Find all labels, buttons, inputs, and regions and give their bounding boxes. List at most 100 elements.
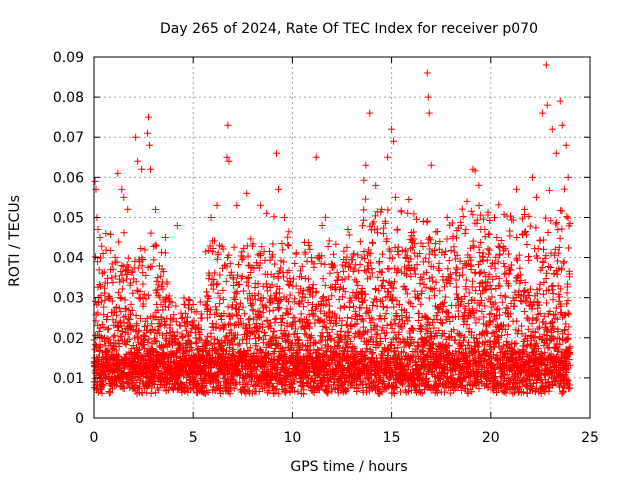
data-point <box>145 335 153 343</box>
data-point <box>496 282 504 290</box>
data-point <box>335 296 343 304</box>
data-point <box>479 249 487 257</box>
data-point <box>432 312 440 320</box>
data-point <box>543 269 551 277</box>
data-point <box>344 327 352 335</box>
data-point <box>255 328 263 336</box>
data-point <box>258 243 266 251</box>
data-point <box>142 272 150 280</box>
data-point <box>371 295 379 303</box>
data-point <box>143 314 151 322</box>
data-point <box>355 312 363 320</box>
data-point <box>204 246 212 254</box>
data-point <box>464 389 472 397</box>
data-point <box>368 385 376 393</box>
data-point <box>222 277 230 285</box>
data-point <box>143 389 151 397</box>
data-point <box>541 349 549 357</box>
data-point <box>417 334 425 342</box>
data-point <box>194 325 202 333</box>
data-point <box>118 262 126 270</box>
data-point <box>123 271 131 279</box>
data-point <box>111 272 119 280</box>
data-point <box>418 275 426 283</box>
data-point <box>468 305 476 313</box>
data-point <box>361 296 369 304</box>
data-point <box>393 297 401 305</box>
data-point <box>460 292 468 300</box>
data-point <box>109 333 117 341</box>
data-point <box>440 283 448 291</box>
data-point <box>455 356 463 364</box>
data-point <box>256 308 264 316</box>
data-point <box>435 266 443 274</box>
data-point <box>139 300 147 308</box>
data-point <box>147 229 155 237</box>
data-point <box>519 215 527 223</box>
data-point <box>540 312 548 320</box>
data-point <box>256 251 264 259</box>
data-point <box>518 330 526 338</box>
data-point <box>465 300 473 308</box>
data-point <box>537 389 545 397</box>
data-point <box>334 341 342 349</box>
data-point <box>328 325 336 333</box>
data-point <box>435 326 443 334</box>
data-point <box>116 293 124 301</box>
data-point <box>403 290 411 298</box>
data-point <box>416 279 424 287</box>
data-point <box>360 247 368 255</box>
data-point <box>478 307 486 315</box>
data-point <box>119 277 127 285</box>
data-point <box>324 242 332 250</box>
data-point <box>291 295 299 303</box>
data-point <box>150 256 158 264</box>
data-point <box>285 228 293 236</box>
data-point <box>136 382 144 390</box>
data-point <box>406 267 414 275</box>
data-point <box>374 330 382 338</box>
data-point <box>247 302 255 310</box>
data-point <box>95 266 103 274</box>
data-point <box>197 310 205 318</box>
data-point <box>422 352 430 360</box>
data-point <box>279 345 287 353</box>
data-point <box>255 387 263 395</box>
data-point <box>357 334 365 342</box>
data-point <box>541 388 549 396</box>
data-point <box>407 340 415 348</box>
data-point <box>97 333 105 341</box>
data-point <box>247 235 255 243</box>
data-point <box>272 314 280 322</box>
data-point <box>293 329 301 337</box>
data-point <box>124 263 132 271</box>
data-point <box>219 286 227 294</box>
data-point <box>262 332 270 340</box>
data-point <box>345 231 353 239</box>
data-point <box>418 346 426 354</box>
data-point <box>229 275 237 283</box>
data-point <box>516 362 524 370</box>
data-point <box>409 354 417 362</box>
data-point <box>244 381 252 389</box>
data-point <box>115 343 123 351</box>
data-point <box>358 284 366 292</box>
data-point <box>545 186 553 194</box>
data-point <box>284 241 292 249</box>
data-point <box>506 310 514 318</box>
data-point <box>292 249 300 257</box>
data-point <box>100 303 108 311</box>
data-point <box>159 331 167 339</box>
data-point <box>167 364 175 372</box>
data-point <box>178 314 186 322</box>
data-point <box>374 389 382 397</box>
data-point <box>438 307 446 315</box>
data-point <box>432 278 440 286</box>
data-point <box>534 345 542 353</box>
data-point <box>104 312 112 320</box>
data-point <box>528 305 536 313</box>
data-point <box>125 335 133 343</box>
data-point <box>492 253 500 261</box>
data-point <box>484 384 492 392</box>
data-point <box>258 349 266 357</box>
